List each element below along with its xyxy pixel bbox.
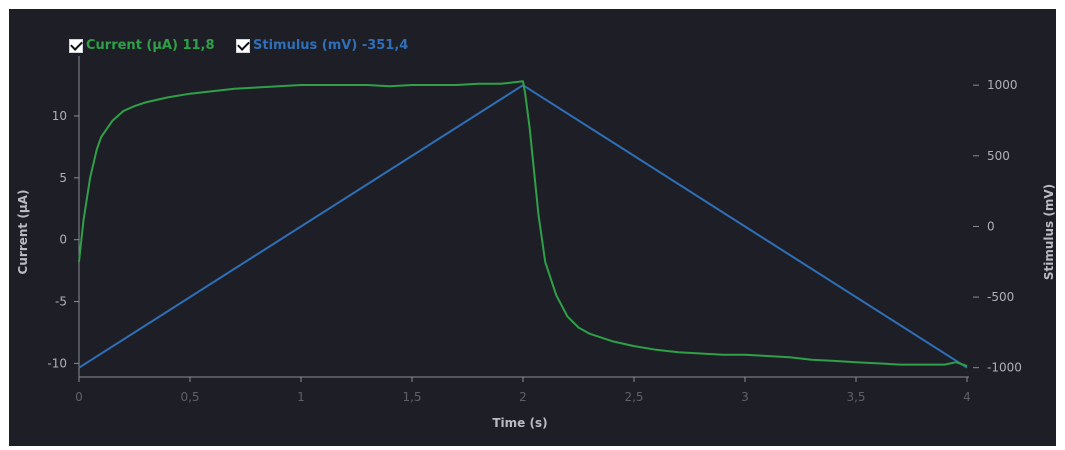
stimulus-series-line <box>78 84 968 369</box>
y-axis-left-title: Current (µA) <box>16 190 30 275</box>
y-right-tick-label: 1000 <box>987 78 1018 92</box>
y-left-tick-label: 0 <box>59 233 67 247</box>
legend-item-current[interactable]: Current (µA) 11,8 <box>69 38 215 53</box>
y-left-tick-label: -5 <box>55 295 67 309</box>
chart-svg: 0 0,5 1 1,5 2 2,5 3 3,5 4 10 5 0 -5 -10 1000 500 0 -500 -1… <box>16 56 1056 430</box>
legend-item-stimulus[interactable]: Stimulus (mV) -351,4 <box>236 38 408 53</box>
x-tick-label: 2,5 <box>624 390 643 404</box>
x-tick-label: 1 <box>297 390 305 404</box>
current-series-line <box>78 80 968 367</box>
x-tick-label: 3 <box>741 390 749 404</box>
y-left-tick-label: -10 <box>47 356 67 370</box>
y-right-tick-label: 0 <box>987 219 995 233</box>
x-tick-label: 1,5 <box>402 390 421 404</box>
x-tick-label: 0 <box>75 390 83 404</box>
x-tick-label: 4 <box>963 390 971 404</box>
axes <box>74 56 979 382</box>
current-checkbox-icon[interactable] <box>69 38 83 53</box>
x-tick-label: 3,5 <box>846 390 865 404</box>
legend-current-label: Current (µA) 11,8 <box>86 38 215 53</box>
legend: Current (µA) 11,8 Stimulus (mV) -351,4 <box>9 9 1056 69</box>
x-axis-title: Time (s) <box>492 416 547 430</box>
stimulus-checkbox-icon[interactable] <box>236 38 250 53</box>
chart-panel: Current (µA) 11,8 Stimulus (mV) -351,4 0… <box>9 9 1056 446</box>
x-tick-label: 0,5 <box>180 390 199 404</box>
y-right-tick-label: -1000 <box>987 361 1022 375</box>
y-left-tick-label: 10 <box>52 109 67 123</box>
y-axis-right-title: Stimulus (mV) <box>1042 184 1056 280</box>
tick-labels: 0 0,5 1 1,5 2 2,5 3 3,5 4 10 5 0 -5 -10 1000 500 0 -500 -1… <box>47 78 1021 404</box>
y-left-tick-label: 5 <box>59 171 67 185</box>
x-tick-label: 2 <box>519 390 527 404</box>
legend-stimulus-label: Stimulus (mV) -351,4 <box>253 38 409 53</box>
series-layer <box>78 80 968 369</box>
y-right-tick-label: 500 <box>987 149 1010 163</box>
y-right-tick-label: -500 <box>987 290 1014 304</box>
